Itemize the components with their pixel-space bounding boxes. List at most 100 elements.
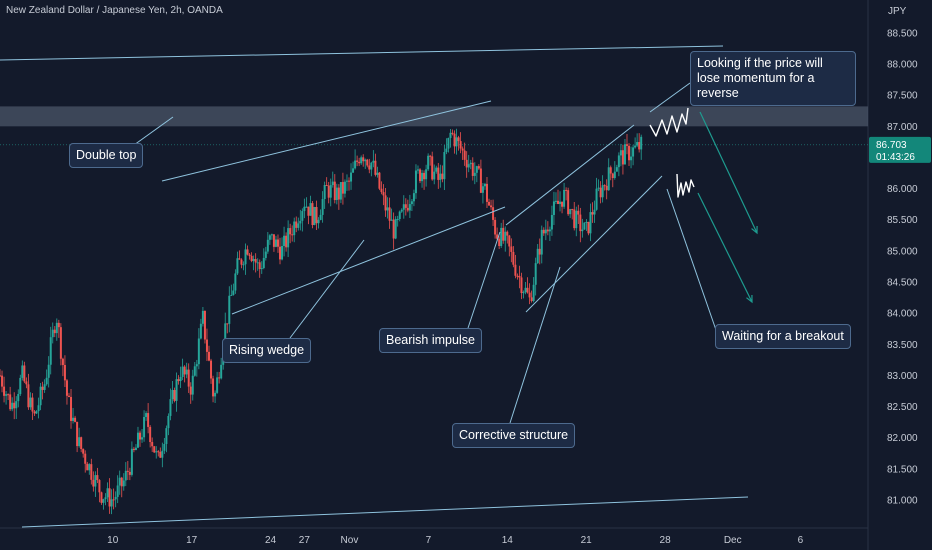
candle-body (104, 497, 107, 500)
candle-body (634, 145, 637, 148)
candle-body (603, 185, 606, 187)
candle-body (425, 169, 428, 180)
candle-body (496, 234, 499, 239)
candle-body (565, 189, 568, 191)
candle-body (145, 413, 148, 417)
candle-body (132, 448, 135, 451)
candle-body (427, 155, 430, 170)
candle-body (112, 499, 115, 501)
candle-body (281, 245, 284, 260)
candle-body (613, 171, 616, 179)
candle-body (362, 157, 365, 162)
candle-body (567, 190, 570, 215)
candle-body (449, 132, 452, 138)
candle-body (329, 185, 332, 198)
candle-body (485, 183, 488, 202)
candle-body (29, 397, 32, 408)
candle-body (191, 375, 194, 395)
x-tick-label: Nov (341, 535, 359, 546)
candle-body (374, 160, 377, 175)
candle-body (394, 219, 397, 239)
resistance-zone (0, 106, 868, 127)
candle-body (571, 209, 574, 211)
candle-body (536, 248, 539, 264)
candle-body (518, 275, 521, 278)
projection-arrow-2-head (746, 294, 753, 304)
candle-body (88, 464, 91, 471)
candle-body (236, 258, 239, 274)
y-tick-label: 86.000 (887, 184, 918, 195)
candle-body (187, 369, 190, 387)
candle-body (317, 219, 320, 224)
corrective-pointer (509, 266, 561, 424)
candle-body (67, 395, 70, 397)
candle-body (595, 188, 598, 210)
candle-body (291, 234, 294, 236)
channel-top-line (0, 45, 724, 61)
candle-body (230, 294, 233, 296)
candle-body (609, 167, 612, 174)
candle-body (433, 171, 436, 180)
breakout-pointer (666, 188, 717, 331)
candle-body (348, 180, 351, 182)
candle-body (159, 451, 162, 458)
candle-body (165, 428, 168, 444)
corrective-lower-line (525, 175, 663, 313)
candle-body (388, 207, 391, 221)
candle-body (59, 327, 62, 359)
candle-body (508, 235, 511, 247)
candle-body (130, 448, 133, 475)
candle-body (37, 405, 40, 412)
candle-body (193, 366, 196, 376)
candle-body (561, 201, 564, 207)
candle-body (309, 203, 312, 216)
candle-body (599, 187, 602, 198)
candle-body (297, 223, 300, 228)
channel-bottom-line (21, 496, 749, 528)
candle-body (266, 239, 269, 252)
candle-body (402, 204, 405, 210)
x-tick-label: 27 (299, 535, 311, 546)
candle-body (120, 477, 123, 487)
candle-body (70, 396, 73, 421)
candle-body (498, 238, 501, 247)
candle-body (313, 207, 316, 226)
callout-rising-wedge: Rising wedge (222, 338, 312, 363)
candle-body (416, 169, 419, 171)
candle-body (335, 187, 338, 201)
candle-body (289, 228, 292, 235)
candle-body (550, 214, 553, 230)
candle-body (455, 137, 458, 147)
candle-body (548, 229, 551, 232)
candle-body (540, 229, 543, 255)
candle-body (404, 204, 407, 208)
x-tick-label: 14 (502, 535, 514, 546)
candle-body (473, 172, 476, 176)
candle-body (372, 160, 375, 163)
candle-body (307, 206, 310, 216)
candle-body (35, 411, 38, 414)
candle-body (155, 451, 158, 453)
candle-body (516, 275, 519, 277)
candle-body (218, 377, 221, 379)
candle-body (343, 181, 346, 194)
candle-body (98, 480, 101, 493)
candle-body (86, 463, 89, 471)
candle-body (149, 426, 152, 443)
currency-label: JPY (888, 6, 907, 17)
projection-arrow-1 (699, 111, 758, 234)
candle-body (90, 464, 93, 480)
candle-body (27, 384, 30, 408)
candle-body (25, 381, 28, 385)
candle-body (445, 148, 448, 153)
candle-body (151, 442, 154, 447)
x-tick-label: 7 (426, 535, 432, 546)
candle-body (274, 239, 277, 247)
candle-body (13, 402, 16, 409)
candle-body (410, 201, 413, 205)
candle-body (189, 386, 192, 395)
candle-body (167, 415, 170, 429)
candle-body (390, 219, 393, 221)
candle-body (376, 172, 379, 175)
